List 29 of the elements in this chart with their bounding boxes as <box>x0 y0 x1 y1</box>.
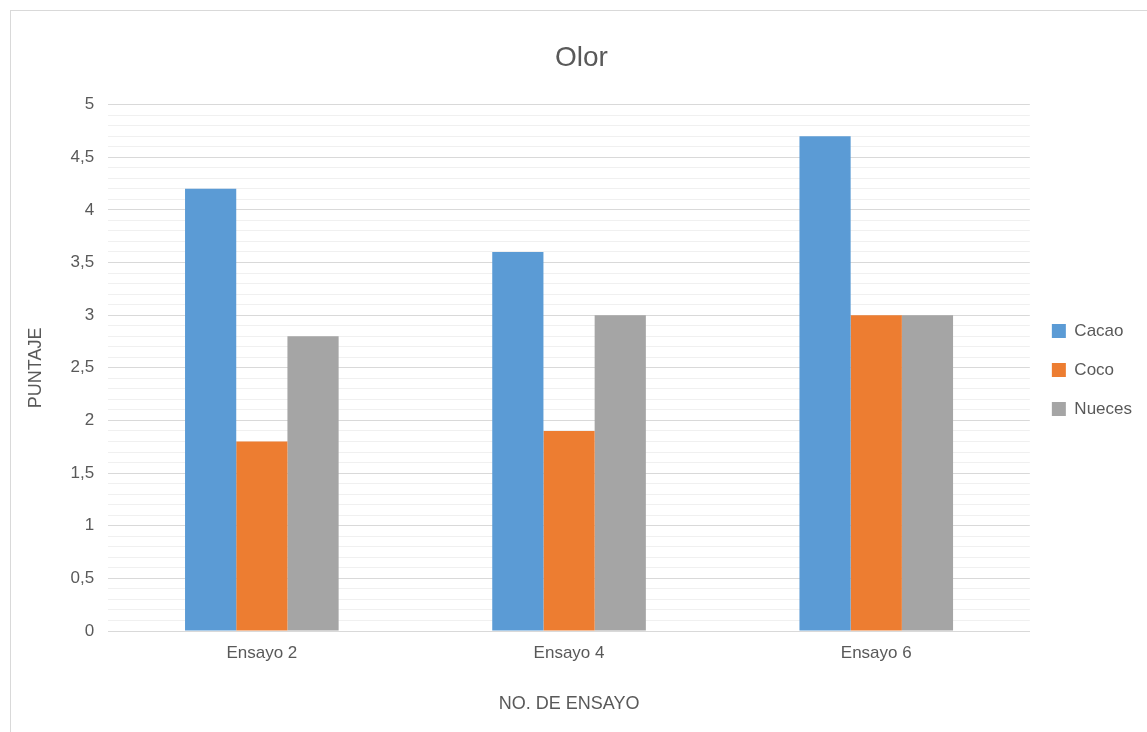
x-axis-title: NO. DE ENSAYO <box>498 693 640 714</box>
bar <box>236 441 288 631</box>
y-tick-label: 1 <box>84 515 95 535</box>
legend-label: Coco <box>1074 359 1115 379</box>
y-tick-label: 2,5 <box>70 357 95 377</box>
bar <box>850 315 902 631</box>
y-tick-label: 3,5 <box>70 252 95 272</box>
bar <box>901 315 954 631</box>
chart-title: Olor <box>555 40 608 72</box>
y-tick-label: 2 <box>84 410 95 430</box>
y-tick-label: 4,5 <box>70 146 95 166</box>
y-tick-label: 1,5 <box>70 462 95 482</box>
bar <box>185 188 237 631</box>
y-tick-label: 0 <box>84 620 95 640</box>
y-tick-label: 5 <box>84 94 95 114</box>
bar <box>799 136 851 631</box>
x-tick-label: Ensayo 4 <box>533 642 605 662</box>
bar <box>492 251 544 631</box>
y-axis-title: PUNTAJE <box>24 327 45 409</box>
y-tick-label: 4 <box>84 199 95 219</box>
bar <box>543 430 595 631</box>
x-tick-label: Ensayo 2 <box>226 642 298 662</box>
bar <box>594 315 646 631</box>
legend-label: Cacao <box>1074 320 1124 340</box>
legend-label: Nueces <box>1074 398 1132 418</box>
y-tick-label: 3 <box>84 304 95 324</box>
y-tick-label: 0,5 <box>70 568 95 588</box>
bar <box>287 336 339 631</box>
x-tick-label: Ensayo 6 <box>840 642 912 662</box>
